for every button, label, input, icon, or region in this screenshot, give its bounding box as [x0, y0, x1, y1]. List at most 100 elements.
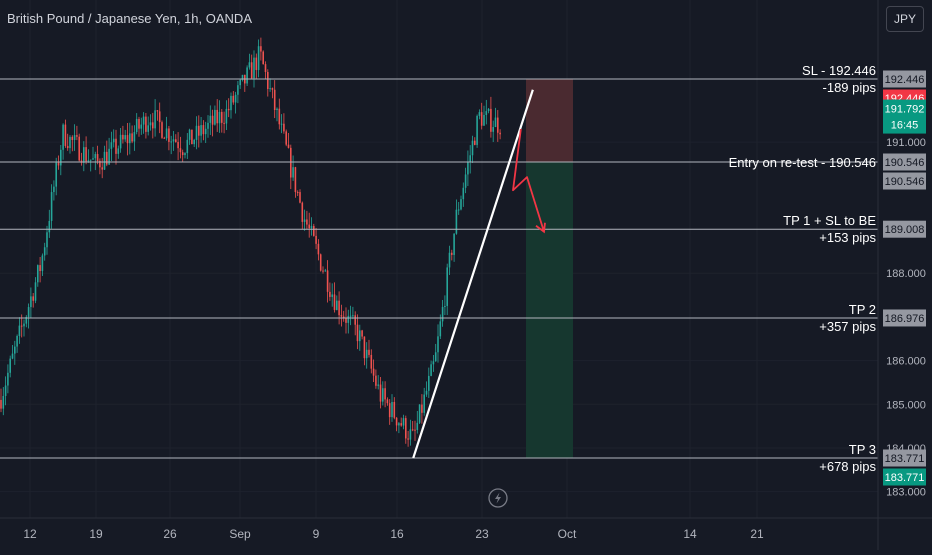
candle-body — [108, 148, 110, 165]
horizontal-levels: SL - 192.446 -189 pips Entry on re-test - … — [0, 63, 878, 474]
candle-body — [227, 108, 230, 111]
candle-body — [23, 323, 25, 327]
candle-body — [16, 335, 18, 347]
position-zones — [526, 79, 573, 458]
candle-body — [152, 122, 154, 129]
candle-body — [474, 140, 476, 145]
x-tick-label: Sep — [229, 527, 251, 541]
candle-body — [0, 399, 2, 409]
candle-body — [11, 353, 14, 359]
candle-body — [377, 384, 379, 386]
current-price-label: 191.792 — [885, 104, 925, 116]
level-label-tp2: TP 2 — [849, 302, 876, 317]
candle-body — [149, 122, 152, 126]
candle-body — [234, 94, 237, 103]
candle-body — [315, 235, 317, 244]
candle-body — [170, 141, 172, 143]
candle-body — [492, 127, 494, 132]
candle-body — [476, 115, 478, 145]
candle-body — [414, 429, 416, 431]
candle-body — [416, 422, 419, 430]
candle-body — [209, 115, 212, 123]
candle-body — [126, 135, 129, 144]
candle-body — [347, 315, 350, 323]
candle-body — [223, 122, 225, 124]
candle-body — [478, 112, 481, 116]
candle-body — [333, 294, 336, 310]
candle-body — [101, 167, 103, 170]
candle-body — [423, 394, 425, 413]
candle-body — [184, 153, 186, 156]
candle-body — [76, 135, 78, 137]
candle-body — [299, 192, 301, 203]
candle-body — [368, 349, 370, 355]
candle-body — [37, 265, 39, 283]
projection-arrow[interactable] — [512, 128, 545, 233]
candle-body — [432, 361, 435, 365]
candle-body — [441, 306, 444, 322]
candle-body — [87, 160, 90, 162]
candle-body — [172, 139, 175, 142]
candle-body — [131, 133, 133, 142]
candles-layer — [0, 37, 501, 447]
candle-body — [354, 315, 356, 325]
candle-body — [27, 307, 30, 317]
candle-body — [292, 167, 294, 178]
candle-body — [2, 395, 5, 409]
candle-body — [20, 325, 23, 327]
candle-body — [69, 136, 71, 149]
candle-body — [324, 270, 327, 272]
candle-body — [156, 110, 159, 112]
price-tag-label: 183.771 — [885, 453, 925, 465]
candle-body — [9, 358, 11, 373]
candle-body — [437, 336, 439, 353]
candle-body — [303, 219, 306, 222]
candle-body — [135, 118, 138, 133]
projection-arrowhead — [535, 222, 546, 234]
candle-body — [191, 129, 193, 145]
candle-body — [246, 67, 248, 84]
candle-body — [379, 384, 382, 402]
candle-body — [356, 324, 359, 342]
candle-body — [402, 418, 405, 426]
candle-body — [237, 85, 239, 95]
candle-body — [464, 174, 467, 188]
price-tag — [883, 449, 926, 467]
lightning-icon[interactable] — [488, 488, 508, 508]
candle-body — [50, 192, 53, 221]
candle-body — [310, 225, 313, 229]
candle-body — [207, 122, 209, 129]
candle-body — [195, 125, 198, 140]
candle-body — [499, 132, 501, 135]
candle-body — [398, 423, 400, 426]
candle-body — [260, 46, 262, 52]
candle-body — [64, 124, 67, 146]
candle-body — [467, 161, 469, 175]
price-tag — [883, 309, 926, 327]
candle-body — [336, 300, 338, 310]
candle-body — [133, 132, 136, 142]
candle-body — [92, 158, 94, 160]
candle-body — [349, 315, 352, 317]
candle-body — [460, 199, 462, 210]
candle-body — [186, 139, 189, 154]
candle-body — [221, 111, 223, 123]
candle-body — [250, 62, 253, 79]
candle-body — [202, 125, 205, 135]
candle-body — [444, 305, 446, 307]
x-tick-label: 21 — [750, 527, 764, 541]
candle-body — [60, 149, 62, 166]
candle-body — [363, 336, 366, 359]
candle-body — [319, 254, 322, 271]
currency-button[interactable]: JPY — [886, 6, 924, 32]
candle-body — [267, 72, 269, 89]
candle-body — [428, 375, 430, 391]
price-tag-label: 190.546 — [885, 157, 925, 169]
candle-body — [117, 148, 120, 154]
candle-body — [7, 372, 9, 386]
candle-body — [280, 123, 283, 125]
candle-body — [329, 291, 331, 297]
trendline[interactable] — [412, 89, 534, 459]
